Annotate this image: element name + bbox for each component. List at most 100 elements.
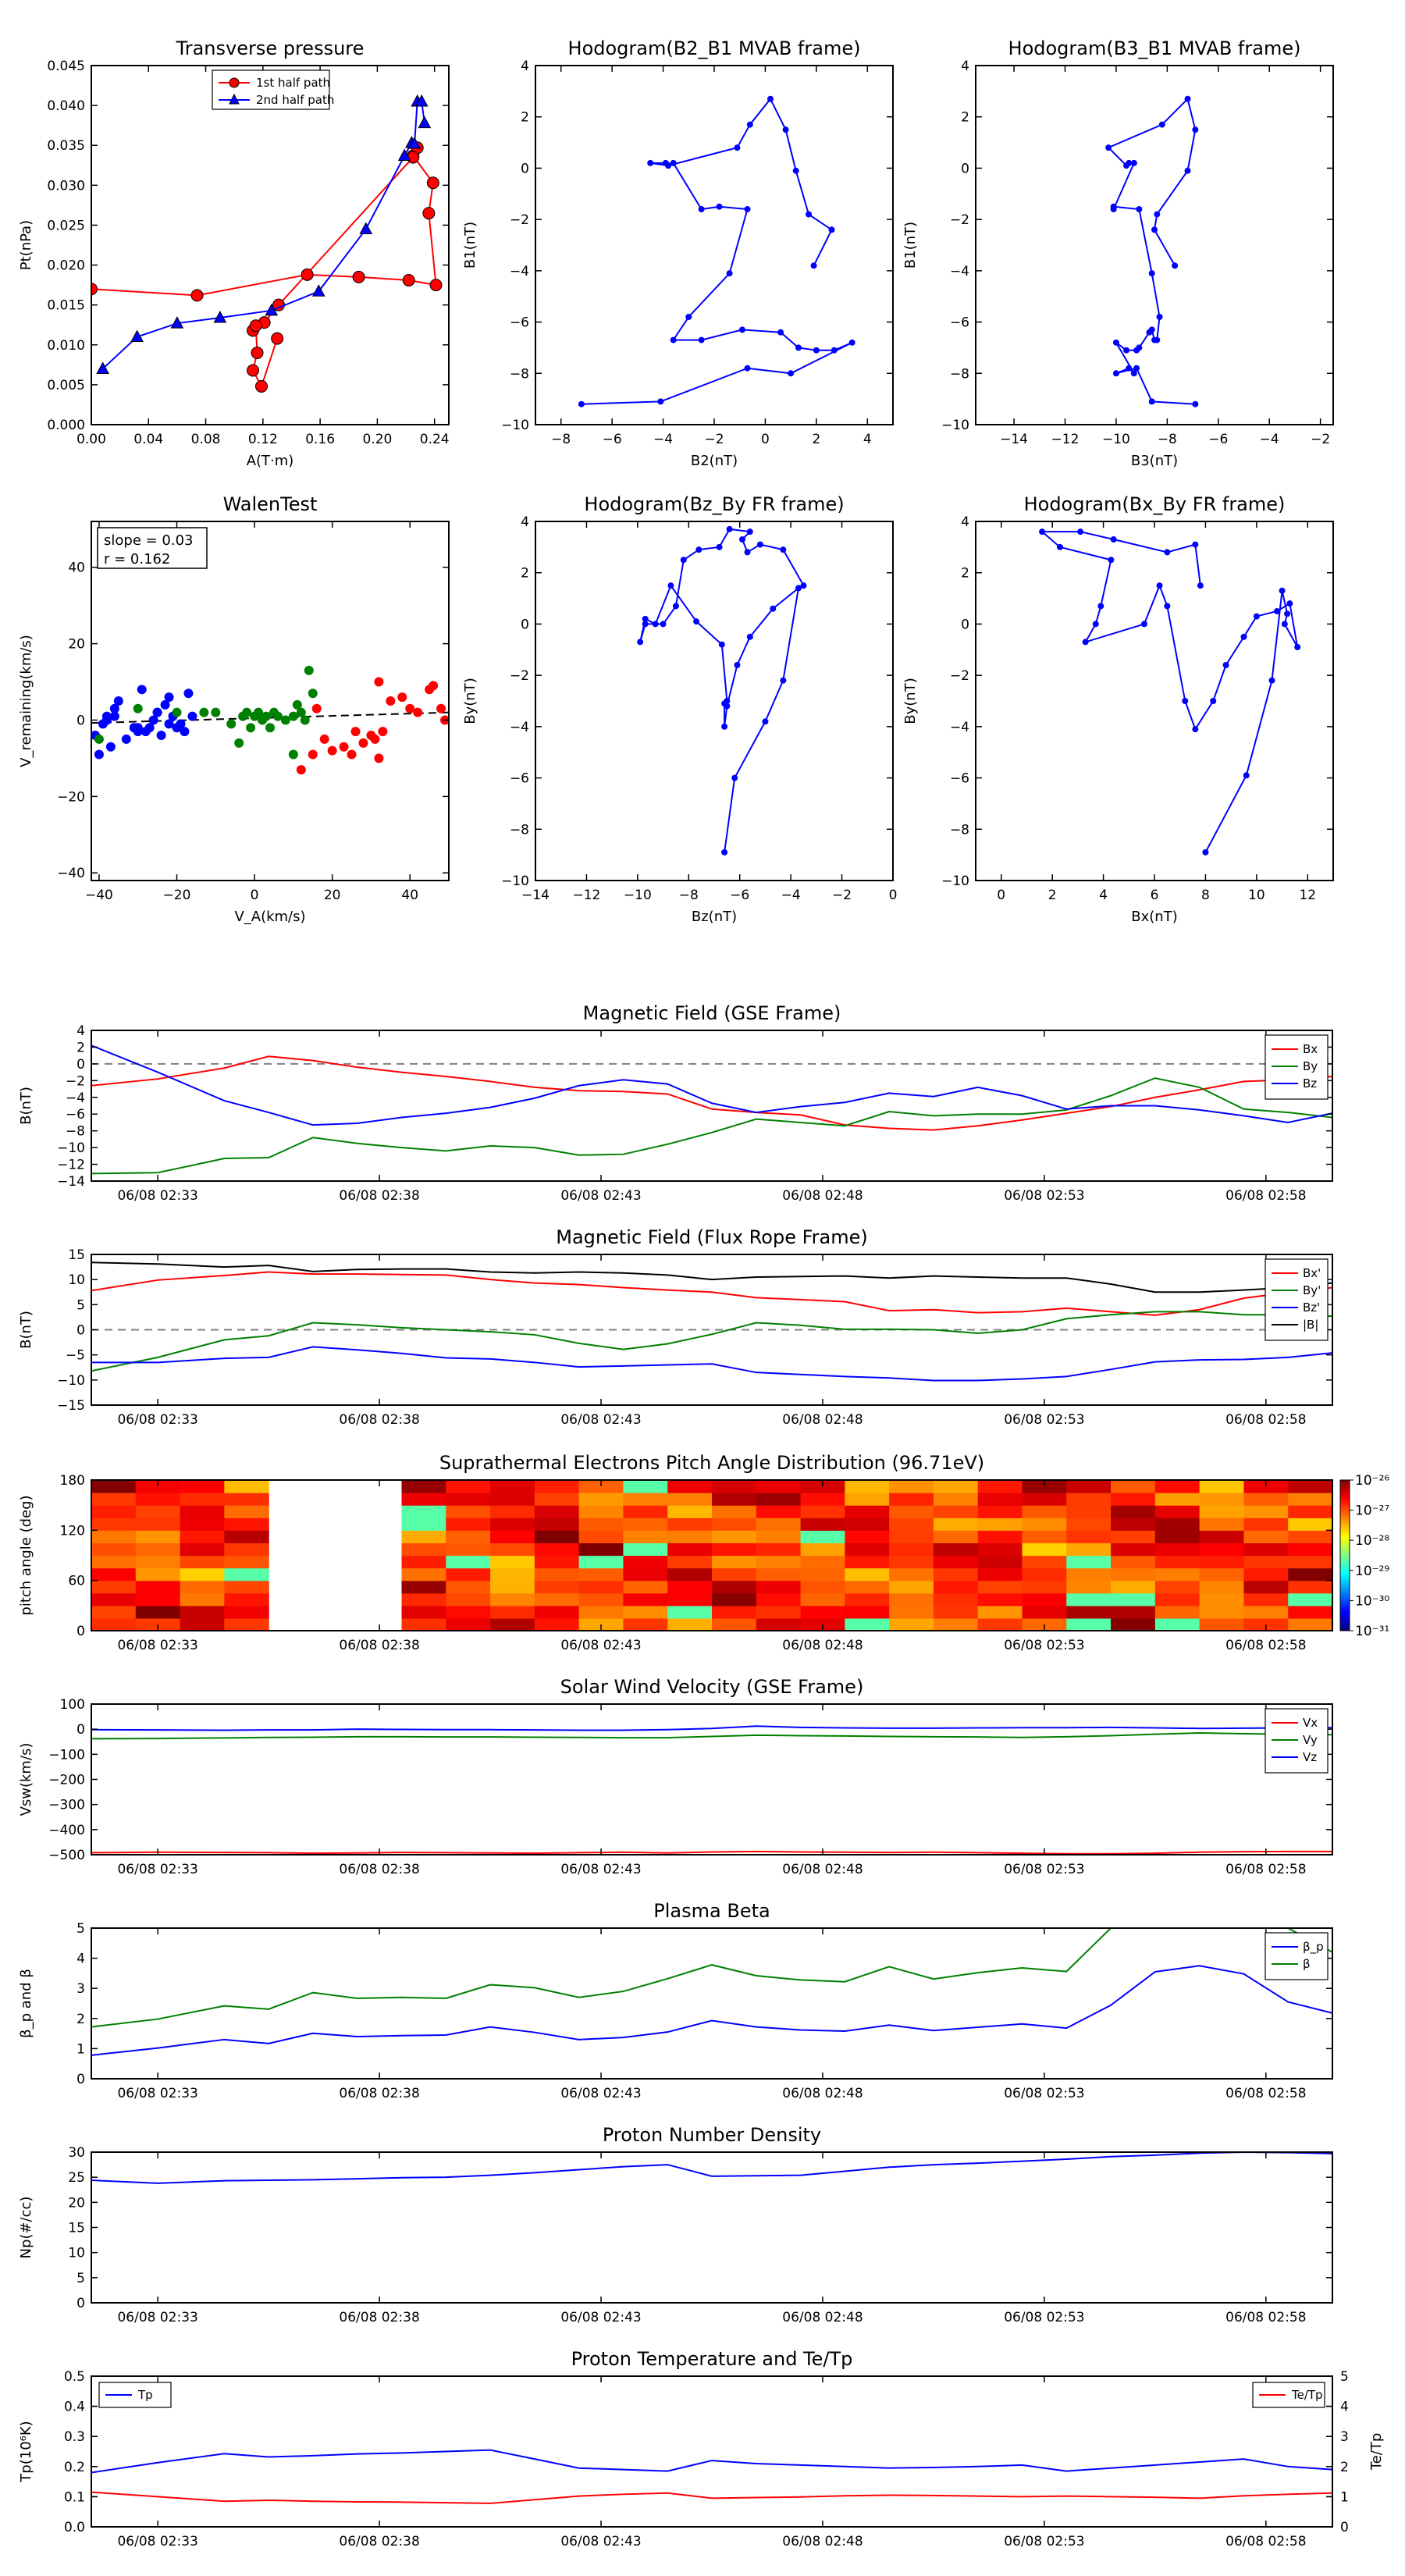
data-point (1105, 144, 1112, 151)
data-point (746, 528, 753, 535)
data-point (642, 621, 649, 628)
heatmap-cell (1243, 1493, 1289, 1506)
data-point (734, 144, 741, 151)
heatmap-cell (578, 1592, 624, 1606)
heatmap-cell (446, 1555, 491, 1569)
heatmap-cell (1288, 1542, 1333, 1557)
x-tick-label: −4 (1260, 432, 1279, 447)
heatmap-cell (1199, 1617, 1245, 1631)
heatmap-cell (712, 1493, 757, 1506)
x-tick-label: 06/08 02:53 (1004, 1638, 1084, 1653)
data-point (642, 615, 649, 622)
data-point (265, 303, 279, 316)
heatmap-cell (446, 1517, 491, 1531)
data-point (300, 715, 310, 725)
data-point (667, 582, 674, 589)
data-point (1240, 633, 1247, 640)
data-point (426, 176, 439, 190)
x-tick-label: 06/08 02:43 (560, 1638, 641, 1653)
heatmap-cell (623, 1530, 668, 1544)
heatmap-cell (712, 1605, 757, 1619)
y-tick-label: −12 (57, 1158, 85, 1173)
data-point (1126, 365, 1133, 372)
heatmap-cell (712, 1542, 757, 1557)
x-tick-label: 06/08 02:58 (1225, 1188, 1306, 1204)
heatmap-cell (889, 1617, 934, 1631)
heatmap-cell (1288, 1493, 1333, 1506)
heatmap-cell (1288, 1517, 1333, 1531)
heatmap-cell (180, 1592, 225, 1606)
heatmap-cell (800, 1505, 845, 1518)
y-tick-label: 0.020 (47, 258, 85, 274)
data-point (1268, 677, 1275, 684)
x-tick-label: 06/08 02:43 (560, 1188, 641, 1204)
data-point (261, 711, 272, 721)
heatmap-cell (135, 1592, 181, 1606)
data-point (718, 641, 725, 648)
axes-frame (975, 521, 1334, 881)
y-axis-label: By(nT) (902, 678, 919, 724)
heatmap-cell (401, 1567, 446, 1582)
x-tick-label: −2 (1311, 432, 1330, 447)
panel-vsw: Solar Wind Velocity (GSE Frame) −500 −400 −… (18, 1676, 1333, 1877)
y-tick-label: 0.3 (64, 2429, 85, 2445)
heatmap-cell (977, 1480, 1023, 1493)
heatmap-cell (1066, 1530, 1112, 1544)
heatmap-cell (800, 1480, 845, 1493)
annotation-text: slope = 0.03 (104, 532, 194, 549)
y-tick-label: 0.4 (64, 2400, 85, 2415)
data-point (130, 329, 144, 343)
heatmap-cell (933, 1493, 979, 1506)
heatmap-cell (1066, 1480, 1112, 1493)
data-point (164, 719, 174, 729)
y-tick-label: 0.040 (47, 98, 85, 114)
x-tick-label: 06/08 02:48 (782, 1188, 863, 1204)
data-point (1130, 370, 1137, 377)
data-point (1192, 726, 1199, 733)
heatmap-cell (667, 1567, 713, 1582)
y-tick-label: 5 (76, 1921, 85, 1937)
x-tick-label: 06/08 02:38 (339, 2086, 419, 2101)
heatmap-cell (534, 1530, 580, 1544)
series-line-2 (91, 1044, 1332, 1126)
heatmap-cell (91, 1592, 137, 1606)
panel-title: Transverse pressure (176, 37, 365, 59)
data-point (402, 273, 415, 286)
plot-area (91, 1044, 1332, 1175)
heatmap-cell (667, 1493, 713, 1506)
data-point (370, 734, 380, 744)
y-tick-label: 40 (68, 560, 85, 576)
heatmap-cell (1199, 1517, 1245, 1531)
x-tick-label: 06/08 02:53 (1004, 1412, 1084, 1428)
data-point (721, 723, 728, 730)
heatmap-cell (1154, 1480, 1200, 1493)
heatmap-cell (712, 1480, 757, 1493)
legend-label: By (1303, 1059, 1318, 1073)
heatmap-cell (1066, 1592, 1112, 1606)
y-tick-label: 0 (76, 1323, 85, 1339)
data-point (1146, 329, 1153, 336)
heatmap-cell (135, 1480, 181, 1493)
heatmap-cell (845, 1580, 890, 1594)
data-point (1140, 621, 1147, 628)
data-point (199, 707, 209, 717)
plot-area (1105, 95, 1199, 407)
heatmap-cell (490, 1605, 535, 1619)
data-point (647, 159, 654, 166)
legend-label: By' (1303, 1283, 1321, 1297)
y-tick-label: 0 (961, 161, 969, 176)
axes-frame (91, 1030, 1333, 1182)
legend-label: 1st half path (256, 76, 330, 90)
axes-frame (91, 1703, 1333, 1856)
data-point (211, 707, 221, 717)
data-point (304, 665, 314, 675)
data-point (1243, 772, 1250, 779)
data-point (795, 585, 802, 592)
data-point (397, 692, 407, 703)
data-point (180, 727, 190, 737)
y-tick-label: 0 (521, 161, 529, 176)
data-point (672, 603, 679, 610)
panel-beta: Plasma Beta 0 1 2 3 4 5 06/08 02:33 06/08 02:38 0… (18, 1900, 1333, 2101)
heatmap-cell (1154, 1530, 1200, 1544)
data-point (105, 742, 116, 752)
